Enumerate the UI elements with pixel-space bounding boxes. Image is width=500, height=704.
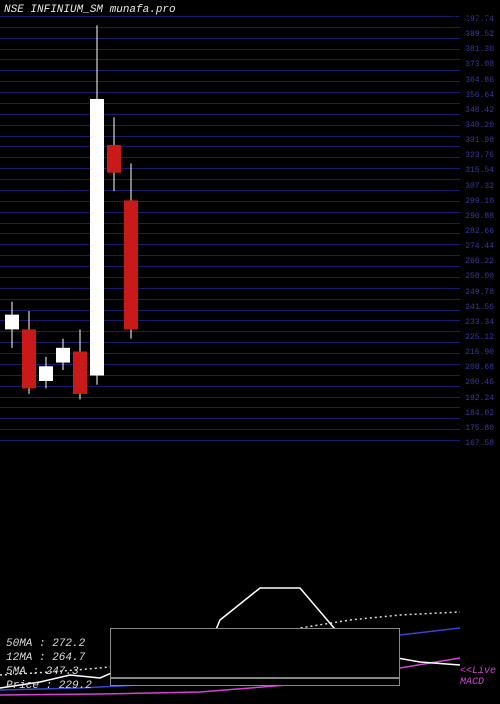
ma-text: 12MA : 264.7: [6, 652, 85, 664]
ma-text: Price : 229.2: [6, 680, 92, 692]
candles: [0, 16, 500, 440]
ma-text: 50MA : 272.2: [6, 638, 85, 650]
candle-body: [107, 145, 121, 173]
candle-body: [56, 348, 70, 363]
ma-text: 5MA : 247.3: [6, 666, 79, 678]
live-label: <<Live: [460, 666, 496, 677]
chart-container: NSE INFINIUM_SM munafa.pro 397.74 397.74…: [0, 0, 500, 700]
candlestick-area: 397.74389.52381.30373.08364.86356.64348.…: [0, 16, 500, 440]
macd-label: MACD: [460, 677, 484, 688]
candle-body: [39, 366, 53, 381]
legend-box: [110, 628, 400, 678]
candle-body: [5, 315, 19, 330]
legend-box: [110, 678, 400, 686]
candle-body: [90, 99, 104, 376]
candle-body: [73, 352, 87, 394]
live-macd-label: <<Live MACD: [460, 666, 496, 688]
current-price: 397.74: [450, 16, 490, 28]
candle-body: [22, 329, 36, 388]
indicator-area: 50MA : 272.2 12MA : 264.7 5MA : 247.3 Price…: [0, 440, 500, 700]
chart-title: NSE INFINIUM_SM munafa.pro: [4, 4, 176, 16]
candle-body: [124, 200, 138, 329]
